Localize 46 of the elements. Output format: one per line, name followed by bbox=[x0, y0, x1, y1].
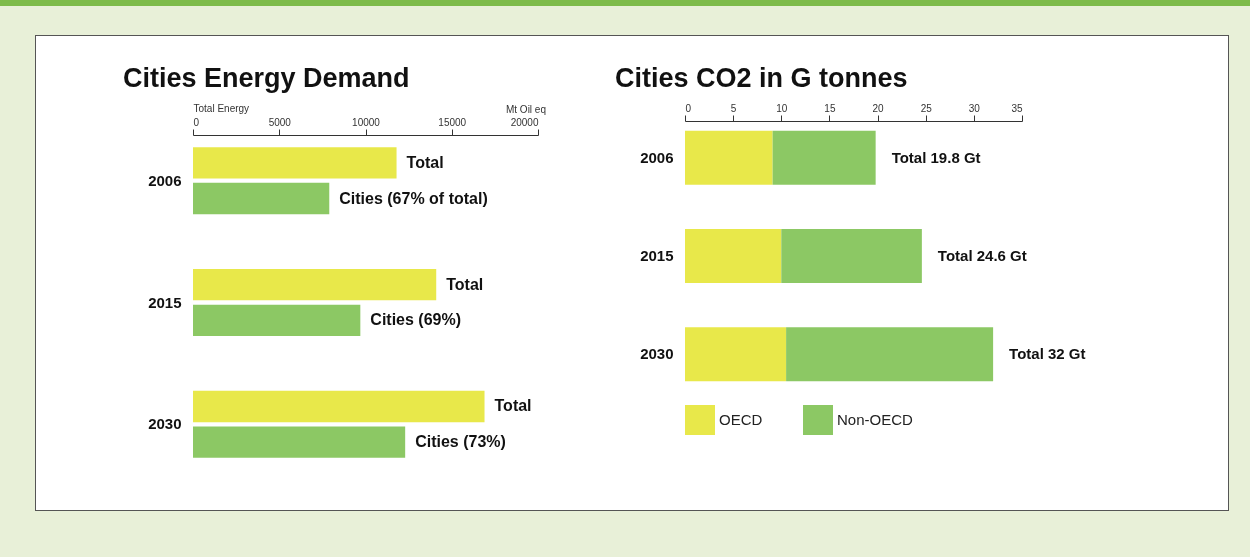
text: Mt Oil eq bbox=[505, 104, 546, 115]
x-tick-label: 5000 bbox=[268, 116, 292, 128]
bar bbox=[193, 390, 485, 423]
x-tick-label: 30 bbox=[968, 102, 981, 114]
x-tick-label: 35 bbox=[1011, 102, 1023, 114]
annotation: Cities (67% of total) bbox=[339, 189, 488, 207]
x-tick-label: 25 bbox=[920, 102, 933, 114]
bar bbox=[193, 269, 437, 301]
x-tick-label: 20 bbox=[872, 102, 885, 114]
annotation: Cities (73%) bbox=[415, 433, 506, 451]
x-tick-label: 10000 bbox=[352, 116, 381, 128]
bar bbox=[193, 182, 330, 215]
data-label: Total bbox=[406, 153, 444, 171]
legend-label: Non-OECD bbox=[837, 411, 914, 428]
bar bbox=[685, 327, 787, 382]
total-label: Total 24.6 Gt bbox=[937, 247, 1027, 264]
y-tick-label: 2030 bbox=[148, 415, 182, 433]
bar bbox=[781, 229, 922, 283]
bar bbox=[193, 147, 397, 179]
y-tick-label: 2006 bbox=[640, 148, 674, 166]
y-tick-label: 2006 bbox=[148, 171, 182, 189]
y-tick-label: 2030 bbox=[640, 345, 674, 363]
x-axis-title: Total Energy bbox=[193, 102, 250, 114]
chart-title: Cities Energy Demand bbox=[123, 63, 410, 93]
x-tick-label: 15000 bbox=[438, 116, 467, 128]
x-tick-label: 10 bbox=[776, 102, 788, 114]
x-tick-label: 0 bbox=[193, 116, 200, 128]
y-tick-label: 2015 bbox=[148, 293, 182, 311]
x-tick-label: 15 bbox=[824, 102, 836, 114]
bar bbox=[772, 130, 876, 185]
legend-label: OECD bbox=[719, 411, 763, 428]
total-label: Total 32 Gt bbox=[1009, 345, 1086, 363]
annotation: Cities (69%) bbox=[370, 311, 462, 329]
chart-title: Cities CO2 in G tonnes bbox=[615, 63, 908, 93]
y-tick-label: 2015 bbox=[640, 247, 674, 264]
data-label: Total bbox=[446, 275, 484, 293]
data-label: Total bbox=[494, 397, 532, 415]
bar bbox=[193, 304, 361, 336]
bar bbox=[193, 426, 406, 458]
x-tick-label: 20000 bbox=[510, 116, 539, 128]
x-tick-label: 0 bbox=[685, 102, 692, 114]
bar bbox=[685, 130, 773, 185]
total-label: Total 19.8 Gt bbox=[891, 148, 981, 166]
bar bbox=[685, 229, 782, 283]
bar bbox=[786, 327, 994, 382]
x-tick-label: 5 bbox=[730, 102, 737, 114]
